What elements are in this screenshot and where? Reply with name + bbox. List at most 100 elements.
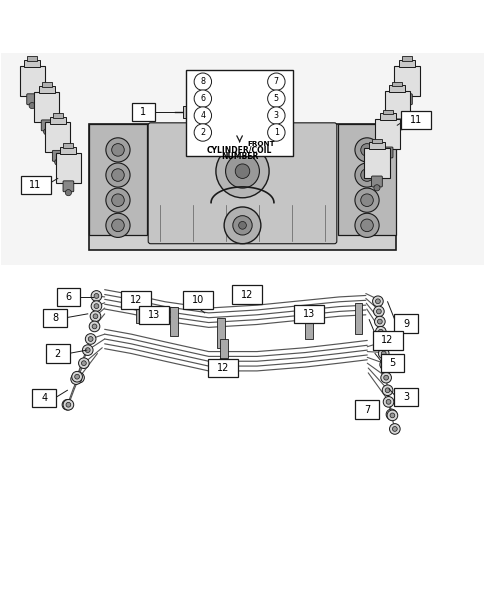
Circle shape xyxy=(360,144,373,156)
Circle shape xyxy=(381,385,392,396)
Circle shape xyxy=(225,154,259,188)
Circle shape xyxy=(29,102,35,109)
Circle shape xyxy=(94,293,99,299)
Circle shape xyxy=(111,144,124,156)
FancyBboxPatch shape xyxy=(89,124,147,235)
Circle shape xyxy=(393,128,399,134)
Text: 4: 4 xyxy=(200,111,205,120)
Text: 6: 6 xyxy=(65,292,71,302)
Circle shape xyxy=(373,306,383,317)
FancyBboxPatch shape xyxy=(56,153,81,183)
Circle shape xyxy=(90,311,101,322)
Circle shape xyxy=(380,372,391,383)
Circle shape xyxy=(384,388,389,393)
FancyBboxPatch shape xyxy=(139,306,169,325)
FancyBboxPatch shape xyxy=(63,181,74,192)
Circle shape xyxy=(91,290,102,301)
Circle shape xyxy=(111,219,124,231)
Circle shape xyxy=(382,396,393,407)
FancyBboxPatch shape xyxy=(393,388,417,406)
Text: 5: 5 xyxy=(389,358,395,368)
Circle shape xyxy=(354,188,378,212)
Circle shape xyxy=(194,107,211,124)
Circle shape xyxy=(224,207,260,244)
Circle shape xyxy=(85,334,96,345)
Text: 12: 12 xyxy=(241,290,253,299)
FancyBboxPatch shape xyxy=(46,345,70,363)
Circle shape xyxy=(375,326,385,337)
Circle shape xyxy=(74,377,78,382)
FancyBboxPatch shape xyxy=(398,60,414,67)
Circle shape xyxy=(267,107,285,124)
FancyBboxPatch shape xyxy=(379,113,395,120)
Circle shape xyxy=(88,336,93,342)
Circle shape xyxy=(388,412,393,417)
FancyBboxPatch shape xyxy=(371,138,381,143)
FancyBboxPatch shape xyxy=(89,124,395,250)
FancyBboxPatch shape xyxy=(363,148,389,178)
FancyBboxPatch shape xyxy=(148,123,336,244)
FancyBboxPatch shape xyxy=(401,94,411,105)
Circle shape xyxy=(360,169,373,181)
Circle shape xyxy=(44,128,50,135)
Circle shape xyxy=(81,361,86,366)
Circle shape xyxy=(403,102,409,109)
Text: 11: 11 xyxy=(408,115,421,125)
Text: 6: 6 xyxy=(200,94,205,103)
Circle shape xyxy=(78,358,89,369)
Circle shape xyxy=(215,144,269,198)
Circle shape xyxy=(354,163,378,187)
FancyBboxPatch shape xyxy=(393,66,419,96)
FancyBboxPatch shape xyxy=(372,331,402,350)
FancyBboxPatch shape xyxy=(393,315,417,333)
Circle shape xyxy=(63,399,74,410)
FancyBboxPatch shape xyxy=(216,318,224,348)
Text: 12: 12 xyxy=(130,295,142,305)
Circle shape xyxy=(384,155,390,162)
FancyBboxPatch shape xyxy=(50,117,66,124)
Circle shape xyxy=(373,185,379,191)
Circle shape xyxy=(379,359,390,370)
Circle shape xyxy=(55,159,60,166)
Circle shape xyxy=(376,309,380,314)
Circle shape xyxy=(65,402,70,407)
Circle shape xyxy=(92,324,97,329)
FancyBboxPatch shape xyxy=(131,103,155,121)
Text: NUMBER: NUMBER xyxy=(220,152,258,161)
FancyBboxPatch shape xyxy=(182,107,190,118)
FancyBboxPatch shape xyxy=(52,150,63,161)
Circle shape xyxy=(383,375,388,380)
Circle shape xyxy=(106,213,130,237)
Circle shape xyxy=(267,73,285,91)
FancyBboxPatch shape xyxy=(63,143,73,148)
Circle shape xyxy=(386,410,397,421)
FancyBboxPatch shape xyxy=(355,401,378,419)
Circle shape xyxy=(85,348,90,352)
Text: 12: 12 xyxy=(380,336,393,345)
Circle shape xyxy=(65,190,71,196)
Circle shape xyxy=(89,321,100,332)
FancyBboxPatch shape xyxy=(389,85,405,92)
Text: 2: 2 xyxy=(55,349,61,359)
FancyBboxPatch shape xyxy=(34,92,59,122)
Circle shape xyxy=(360,194,373,207)
Circle shape xyxy=(377,337,387,348)
Circle shape xyxy=(382,362,387,367)
FancyBboxPatch shape xyxy=(208,359,238,377)
FancyBboxPatch shape xyxy=(19,66,45,96)
Circle shape xyxy=(379,340,384,345)
FancyBboxPatch shape xyxy=(53,113,62,118)
Circle shape xyxy=(235,164,249,178)
FancyBboxPatch shape xyxy=(392,81,401,86)
FancyBboxPatch shape xyxy=(44,309,67,327)
FancyBboxPatch shape xyxy=(20,176,50,194)
Circle shape xyxy=(106,138,130,162)
Circle shape xyxy=(111,194,124,207)
Circle shape xyxy=(267,124,285,141)
FancyBboxPatch shape xyxy=(60,147,76,154)
FancyBboxPatch shape xyxy=(32,389,56,407)
FancyBboxPatch shape xyxy=(401,57,411,61)
Text: 8: 8 xyxy=(200,77,205,86)
Text: FRONT: FRONT xyxy=(247,141,274,147)
FancyBboxPatch shape xyxy=(382,110,392,114)
